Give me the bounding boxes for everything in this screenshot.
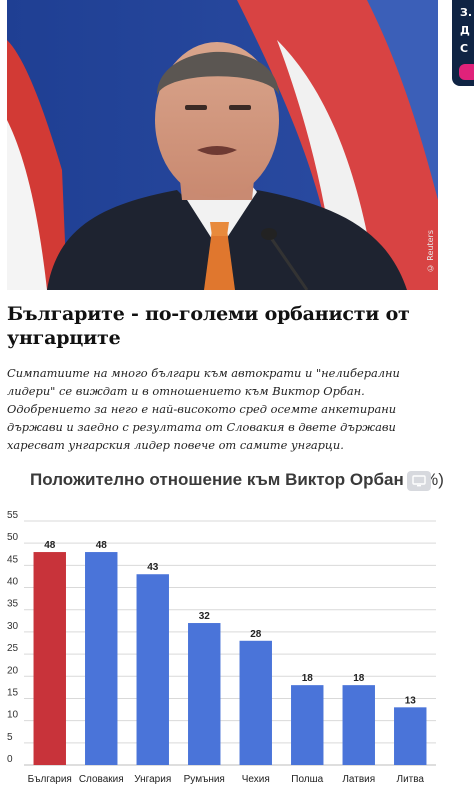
y-tick-label: 15: [7, 687, 19, 698]
side-ad-button[interactable]: [459, 64, 474, 80]
data-label: 18: [302, 673, 314, 684]
side-ad-line-2: Д: [460, 24, 470, 37]
article-photo: © Reuters: [7, 0, 438, 290]
y-tick-label: 40: [7, 577, 19, 588]
x-tick-label: Унгария: [134, 774, 171, 785]
data-label: 18: [353, 673, 365, 684]
bar: [291, 685, 324, 765]
bar: [136, 574, 169, 765]
photo-illustration: [7, 0, 438, 290]
chart-title-main: Положително отношение към Виктор Орбан: [30, 470, 404, 489]
x-tick-label: Словакия: [79, 774, 124, 785]
bar: [85, 552, 118, 765]
data-label: 48: [96, 540, 108, 551]
article-lead: Симпатиите на много българи към автократ…: [7, 366, 400, 452]
bar: [394, 707, 427, 765]
chart-title: Положително отношение към Виктор Орбан (…: [0, 470, 474, 490]
y-tick-label: 20: [7, 665, 19, 676]
bar: [33, 552, 66, 765]
x-tick-label: Латвия: [342, 774, 375, 785]
bar: [239, 640, 272, 765]
bar-chart: 0 5 10 15 20 25 30 35 40 45 50 55 48 България 48 Слова…: [7, 510, 436, 785]
bar: [342, 685, 375, 765]
x-tick-label: Чехия: [242, 774, 270, 785]
y-tick-label: 5: [7, 732, 13, 743]
chart-bars: 48 България 48 Словакия 43 Унгария 32 Румъния 28…: [28, 540, 427, 785]
article-headline: Българите - по-големи орбанисти от унгар…: [7, 303, 410, 349]
side-advertisement[interactable]: З. Д С: [452, 0, 474, 86]
y-tick-label: 10: [7, 710, 19, 721]
x-tick-label: Полша: [291, 774, 323, 785]
photo-credit: © Reuters: [426, 229, 435, 272]
y-tick-label: 45: [7, 554, 19, 565]
monitor-icon[interactable]: [407, 471, 431, 491]
y-tick-label: 50: [7, 532, 19, 543]
side-ad-line-3: С: [460, 42, 469, 55]
x-tick-label: Литва: [397, 774, 425, 785]
side-ad-line-1: З.: [460, 6, 472, 19]
y-tick-label: 30: [7, 621, 19, 632]
x-tick-label: България: [28, 774, 72, 785]
bar: [188, 623, 221, 765]
x-tick-label: Румъния: [184, 774, 225, 785]
data-label: 13: [405, 695, 417, 706]
data-label: 28: [250, 629, 262, 640]
y-tick-label: 35: [7, 599, 19, 610]
y-tick-label: 0: [7, 754, 13, 765]
data-label: 32: [199, 611, 211, 622]
data-label: 43: [147, 562, 159, 573]
data-label: 48: [44, 540, 56, 551]
y-tick-label: 55: [7, 510, 19, 521]
y-tick-label: 25: [7, 643, 19, 654]
